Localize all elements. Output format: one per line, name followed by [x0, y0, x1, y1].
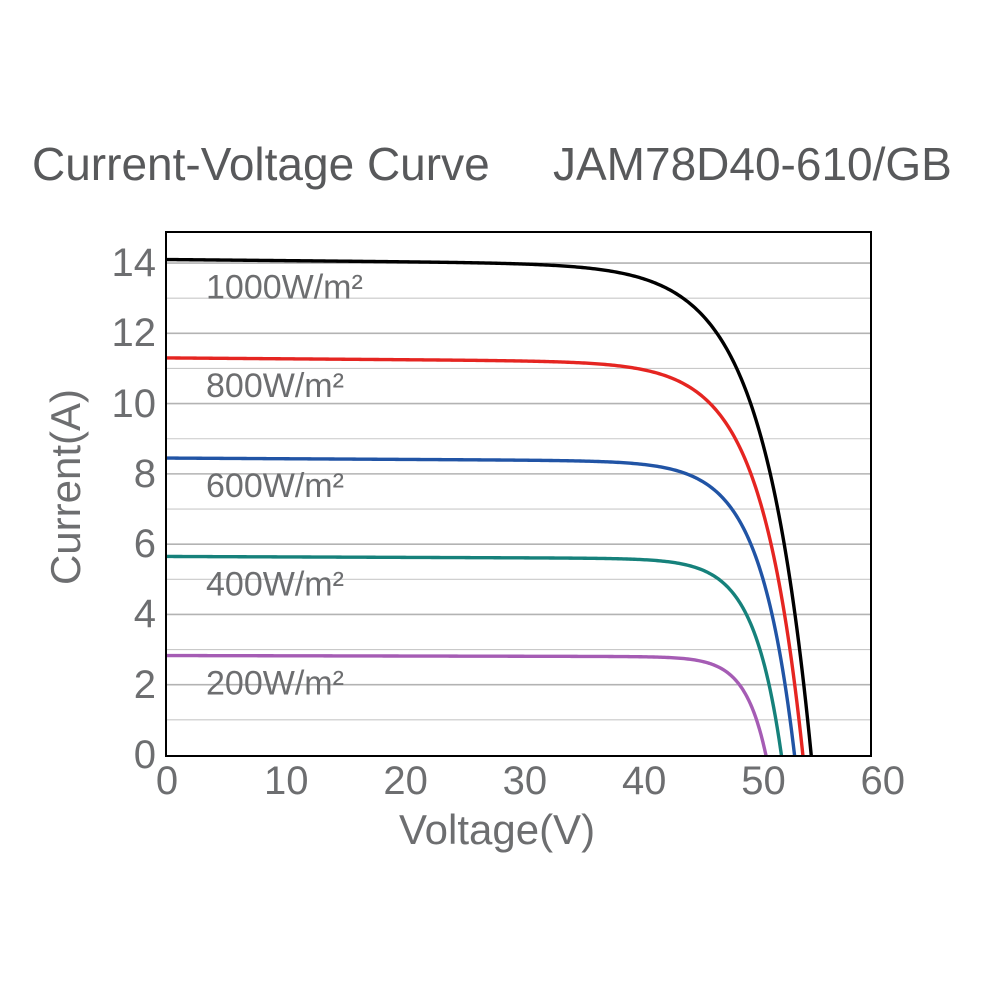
y-tick-label-4: 4 — [133, 592, 156, 637]
y-tick-label-6: 6 — [133, 522, 156, 567]
x-tick-label-60: 60 — [860, 759, 906, 803]
series-label-200wm2: 200W/m² — [206, 664, 344, 702]
x-tick-label-50: 50 — [741, 759, 786, 803]
y-tick-label-14: 14 — [111, 241, 157, 286]
plot-area: 1000W/m² 800W/m² 600W/m² 400W/m² 200W/m² — [164, 230, 872, 757]
x-tick-label-30: 30 — [502, 759, 548, 803]
y-tick-label-10: 10 — [111, 381, 157, 426]
curves-canvas: 1000W/m² 800W/m² 600W/m² 400W/m² 200W/m² — [166, 257, 870, 755]
x-tick-label-10: 10 — [264, 759, 309, 803]
iv-curve-600wm2 — [166, 455, 796, 755]
y-tick-label-8: 8 — [133, 451, 156, 496]
iv-curve-400wm2 — [166, 554, 783, 755]
y-tick-label-0: 0 — [133, 733, 156, 777]
chart-title: Current-Voltage Curve — [32, 138, 490, 190]
x-axis-title: Voltage(V) — [398, 806, 596, 853]
series-label-1000wm2: 1000W/m² — [206, 268, 363, 306]
x-tick-label-0: 0 — [155, 759, 179, 803]
series-label-800wm2: 800W/m² — [206, 366, 344, 404]
series-label-400wm2: 400W/m² — [206, 565, 344, 603]
x-tick-label-40: 40 — [621, 759, 667, 803]
iv-curve-200wm2 — [166, 653, 768, 755]
series-label-600wm2: 600W/m² — [206, 467, 344, 505]
iv-curve-1000wm2 — [166, 257, 813, 755]
x-tick-label-20: 20 — [383, 759, 428, 803]
chart-title-model: JAM78D40-610/GB — [553, 138, 952, 190]
iv-curve-800wm2 — [166, 355, 805, 755]
y-tick-label-12: 12 — [111, 311, 157, 356]
y-tick-label-2: 2 — [133, 662, 156, 707]
